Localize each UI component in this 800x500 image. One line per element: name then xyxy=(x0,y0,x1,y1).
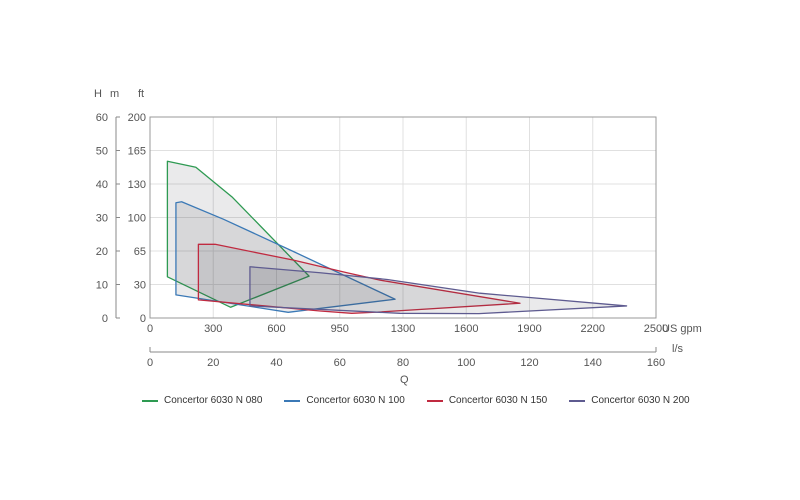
legend-item: Concertor 6030 N 200 xyxy=(569,395,690,406)
y-tick-ft: 165 xyxy=(128,146,146,158)
x-unit-gpm: US gpm xyxy=(662,323,702,335)
legend-item: Concertor 6030 N 100 xyxy=(284,395,405,406)
x-tick-ls: 0 xyxy=(147,357,153,369)
y-tick-m: 30 xyxy=(96,213,108,225)
x-tick-ls: 140 xyxy=(584,357,602,369)
x-tick-ls: 60 xyxy=(334,357,346,369)
x-tick-gpm: 0 xyxy=(147,323,153,335)
legend: Concertor 6030 N 080 Concertor 6030 N 100… xyxy=(142,395,690,406)
legend-label: Concertor 6030 N 200 xyxy=(591,395,690,406)
x-tick-gpm: 1900 xyxy=(517,323,541,335)
x-axis-label: Q xyxy=(400,374,409,386)
legend-item: Concertor 6030 N 150 xyxy=(426,395,548,406)
legend-label: Concertor 6030 N 080 xyxy=(164,395,263,406)
legend-swatch xyxy=(284,399,301,402)
y-tick-ft: 30 xyxy=(134,280,146,292)
x-tick-gpm: 1300 xyxy=(391,323,415,335)
x-tick-gpm: 950 xyxy=(331,323,349,335)
legend-label: Concertor 6030 N 150 xyxy=(448,395,548,406)
legend-swatch xyxy=(569,399,586,402)
y-header-m: m xyxy=(110,88,119,100)
x-unit-ls: l/s xyxy=(672,343,684,355)
x-tick-gpm: 1600 xyxy=(454,323,478,335)
x-tick-gpm: 600 xyxy=(267,323,285,335)
y-tick-m: 40 xyxy=(96,179,108,191)
x-tick-ls: 20 xyxy=(207,357,219,369)
x-tick-ls: 40 xyxy=(270,357,282,369)
x-tick-ls: 80 xyxy=(397,357,409,369)
y-tick-ft: 130 xyxy=(128,179,146,191)
y-tick-m: 10 xyxy=(96,280,108,292)
series-area-1 xyxy=(166,160,310,308)
y-header-h: H xyxy=(94,88,102,100)
legend-swatch xyxy=(426,399,443,402)
y-tick-ft: 100 xyxy=(128,213,146,225)
y-header-ft: ft xyxy=(138,88,144,100)
y-tick-m: 50 xyxy=(96,146,108,158)
y-tick-m: 60 xyxy=(96,112,108,124)
x-tick-ls: 100 xyxy=(457,357,475,369)
legend-label: Concertor 6030 N 100 xyxy=(306,395,405,406)
y-tick-m: 20 xyxy=(96,246,108,258)
y-tick-ft: 65 xyxy=(134,246,146,258)
y-tick-m: 0 xyxy=(102,313,108,325)
x-tick-gpm: 2500 xyxy=(644,323,668,335)
x-tick-gpm: 2200 xyxy=(581,323,605,335)
series-area-4 xyxy=(249,266,628,315)
legend-swatch xyxy=(142,399,158,402)
area-series xyxy=(166,160,628,315)
y-tick-ft: 200 xyxy=(128,112,146,124)
plot-frame xyxy=(149,116,657,319)
axes: 0030020600409506013008016001001900120220… xyxy=(96,112,668,369)
x-tick-gpm: 300 xyxy=(204,323,222,335)
y-tick-ft: 0 xyxy=(140,313,146,325)
x-tick-ls: 120 xyxy=(520,357,538,369)
x-tick-ls: 160 xyxy=(647,357,665,369)
legend-item: Concertor 6030 N 080 xyxy=(142,395,262,406)
